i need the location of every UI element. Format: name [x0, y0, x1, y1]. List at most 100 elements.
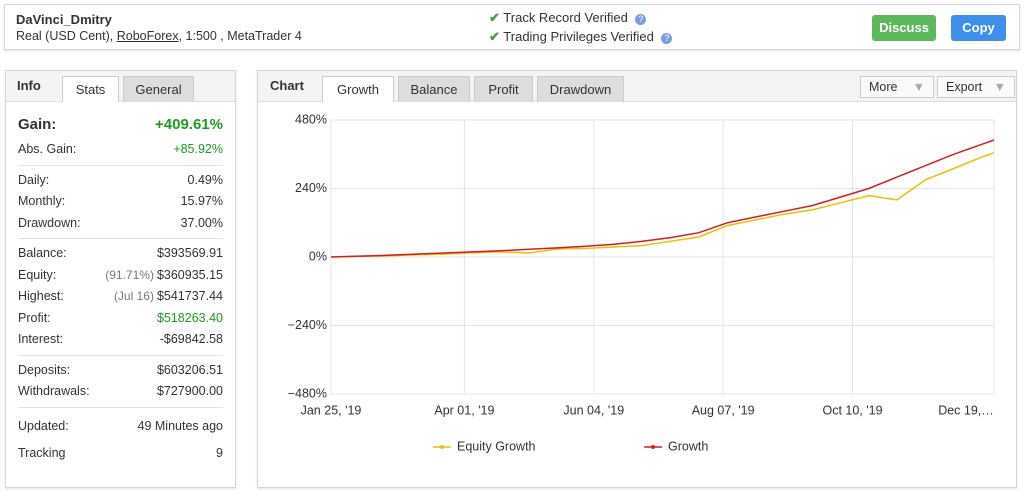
- x-tick-label: Apr 01, '19: [434, 403, 494, 417]
- series-line: [330, 152, 995, 258]
- x-tick-label: Jun 04, '19: [563, 403, 624, 417]
- stat-group: Balance: $393569.91 Equity: (91.71%) $360935…: [18, 239, 223, 356]
- stat-group: Gain: +409.61% Abs. Gain: +85.92%: [18, 110, 223, 166]
- stat-label: Daily:: [18, 172, 50, 187]
- legend-dot: [440, 445, 444, 449]
- panel-title: Chart: [270, 78, 304, 93]
- verification: ✔ Track Record Verified ?: [489, 10, 647, 26]
- broker-link[interactable]: RoboForex: [116, 29, 179, 43]
- discuss-button[interactable]: Discuss: [872, 15, 936, 41]
- x-tick-label: Aug 07, '19: [692, 403, 755, 417]
- info-panel: Info Stats General Gain: +409.61% Abs. Gai…: [5, 70, 236, 488]
- stat-value-wrap: $393569.91: [157, 243, 223, 265]
- tab[interactable]: Profit: [474, 76, 533, 102]
- menu-label: More: [869, 80, 898, 94]
- chart-panel: Chart Growth Balance Profit Drawdown Mor…: [257, 70, 1017, 488]
- copy-button[interactable]: Copy: [951, 15, 1006, 41]
- y-tick-label: 240%: [295, 181, 327, 195]
- account-prefix: Real (USD Cent),: [16, 29, 117, 43]
- stat-label: Drawdown:: [18, 215, 81, 230]
- stat-note: (Jul 16): [113, 289, 154, 303]
- stat-value: +409.61%: [155, 116, 223, 133]
- chart-tabbar: Chart Growth Balance Profit Drawdown Mor…: [258, 71, 1016, 102]
- x-tick-label: Oct 10, '19: [822, 403, 882, 417]
- stat-row: Tracking 9: [18, 443, 223, 470]
- stat-row: Equity: (91.71%) $360935.15: [18, 265, 223, 287]
- stat-value: 49 Minutes ago: [137, 418, 223, 433]
- stat-value-wrap: 15.97%: [181, 191, 223, 213]
- tab[interactable]: Stats: [62, 76, 119, 102]
- stat-value: $727900.00: [156, 384, 223, 398]
- panel-title: Info: [17, 78, 41, 93]
- stat-row: Deposits: $603206.51: [18, 360, 223, 382]
- stat-label: Interest:: [18, 332, 64, 346]
- menu[interactable]: More ▼: [860, 76, 934, 98]
- stat-value-wrap: +409.61%: [155, 114, 223, 139]
- stats: Gain: +409.61% Abs. Gain: +85.92% Daily: 0.49…: [6, 102, 235, 474]
- x-tick-label: Dec 19,…: [938, 403, 994, 417]
- info-tabbar: Info Stats General: [6, 71, 235, 102]
- stat-row: Profit: $518263.40: [18, 308, 223, 330]
- stat-row: Updated: 49 Minutes ago: [18, 416, 223, 443]
- stat-note: (91.71%): [105, 267, 154, 282]
- account-suffix: , 1:500 , MetaTrader 4: [178, 29, 302, 43]
- stat-row: Monthly: 15.97%: [18, 191, 223, 213]
- stat-value: 0.49%: [187, 172, 223, 187]
- stat-label: Balance:: [18, 246, 67, 260]
- legend-dot: [651, 445, 655, 449]
- stat-value: $518263.40: [156, 310, 223, 325]
- stat-label: Updated:: [18, 418, 69, 433]
- y-tick-label: −480%: [288, 386, 327, 400]
- y-tick-label: 480%: [295, 112, 327, 126]
- chart: 480% 240% 0% −240% −480% Jan 25, '19 Apr 01, '…: [288, 112, 995, 453]
- stat-row: Gain: +409.61%: [18, 114, 223, 139]
- stat-value-wrap: -$69842.58: [160, 329, 223, 351]
- stat-value: -$69842.58: [159, 332, 223, 346]
- stat-label: Equity:: [18, 267, 57, 282]
- stat-group: Daily: 0.49% Monthly: 15.97% Drawdown: 37.00%: [18, 166, 223, 239]
- y-tick-label: 0%: [309, 249, 327, 263]
- stat-value-wrap: $518263.40: [157, 308, 223, 330]
- stat-label: Withdrawals:: [18, 384, 90, 398]
- stat-row: Withdrawals: $727900.00: [18, 381, 223, 403]
- stat-label: Abs. Gain:: [18, 142, 77, 156]
- tab[interactable]: General: [123, 76, 194, 102]
- tab[interactable]: Drawdown: [537, 76, 624, 102]
- series-line: [330, 139, 995, 258]
- stat-value: 15.97%: [180, 194, 223, 208]
- stat-row: Abs. Gain: +85.92%: [18, 139, 223, 161]
- verification-text: Track Record Verified: [503, 10, 628, 25]
- legend-label: Equity Growth: [457, 439, 536, 453]
- stat-row: Highest: (Jul 16) $541737.44: [18, 286, 223, 308]
- stat-value: $603206.51: [156, 362, 223, 377]
- stat-value: $360935.15: [156, 267, 223, 282]
- tab[interactable]: Growth: [322, 76, 394, 102]
- verification-text: Trading Privileges Verified: [503, 29, 654, 44]
- stat-value-wrap: (Jul 16) $541737.44: [114, 286, 223, 308]
- stat-value-wrap: +85.92%: [173, 139, 223, 161]
- trader-name: DaVinci_Dmitry: [16, 12, 112, 27]
- x-tick-label: Jan 25, '19: [301, 403, 362, 417]
- stat-value-wrap: (91.71%) $360935.15: [105, 265, 223, 287]
- stat-value: +85.92%: [173, 142, 223, 156]
- stat-row: Interest: -$69842.58: [18, 329, 223, 351]
- stat-value: $393569.91: [156, 246, 223, 260]
- stat-label: Deposits:: [18, 362, 71, 377]
- stat-label: Monthly:: [18, 194, 66, 208]
- stat-group: Deposits: $603206.51 Withdrawals: $727900.0…: [18, 356, 223, 408]
- stat-value: 9: [216, 445, 223, 460]
- verification: ✔ Trading Privileges Verified ?: [489, 29, 673, 45]
- stat-label: Tracking: [18, 445, 66, 460]
- menu[interactable]: Export ▼: [937, 76, 1015, 98]
- stat-value-wrap: 9: [216, 443, 223, 470]
- stat-value-wrap: $727900.00: [157, 381, 223, 403]
- stat-value: 37.00%: [180, 215, 223, 230]
- y-tick-label: −240%: [288, 318, 327, 332]
- stat-row: Daily: 0.49%: [18, 170, 223, 192]
- stat-value: $541737.44: [156, 289, 223, 303]
- tab[interactable]: Balance: [398, 76, 470, 102]
- stat-value-wrap: 37.00%: [181, 213, 223, 235]
- stat-value-wrap: 49 Minutes ago: [138, 416, 223, 443]
- stat-label: Gain:: [18, 116, 57, 133]
